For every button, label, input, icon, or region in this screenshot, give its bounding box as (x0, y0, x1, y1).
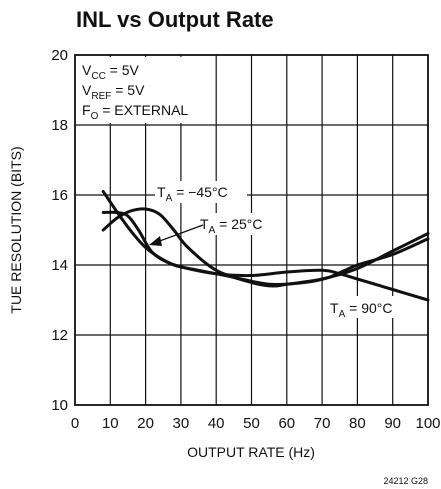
condition-fo: FO = EXTERNAL (82, 102, 188, 122)
series-lines (101, 190, 430, 302)
condition-vref: VREF = 5V (82, 82, 145, 102)
x-axis-label: OUTPUT RATE (Hz) (187, 444, 315, 460)
condition-vcc: VCC = 5V (82, 62, 140, 82)
x-tick-label: 50 (243, 415, 260, 432)
y-tick-label: 14 (51, 257, 68, 274)
series-label-background (327, 296, 407, 318)
plot-frame (74, 54, 429, 406)
x-tick-label: 10 (102, 415, 119, 432)
series-label-minus45c: TA = −45°C (157, 184, 228, 204)
series-label-background (198, 213, 286, 235)
y-tick-label: 20 (51, 47, 68, 64)
chart-title: INL vs Output Rate (76, 7, 274, 32)
x-tick-label: 70 (314, 415, 331, 432)
figure-code: 24212 G28 (383, 476, 428, 486)
x-tick-label: 30 (173, 415, 190, 432)
x-tick-label: 60 (278, 415, 295, 432)
series-line-90c (101, 190, 430, 302)
series-label-25c: TA = 25°C (200, 216, 262, 236)
y-axis-label: TUE RESOLUTION (BITS) (8, 146, 24, 313)
x-tick-label: 100 (415, 415, 440, 432)
series-labels: TA = −45°C TA = 25°C TA = 90°C (149, 181, 407, 320)
x-tick-label: 20 (137, 415, 154, 432)
y-tick-label: 10 (51, 397, 68, 414)
series-label-90c: TA = 90°C (330, 300, 392, 320)
y-tick-label: 12 (51, 327, 68, 344)
series-label-background (155, 181, 247, 203)
y-tick-label: 18 (51, 117, 68, 134)
y-tick-label: 16 (51, 187, 68, 204)
conditions-background (77, 57, 205, 123)
x-tick-label: 0 (71, 415, 79, 432)
label-leader-line (156, 224, 204, 243)
series-line-minus45c (101, 207, 430, 288)
label-arrowhead (149, 236, 162, 246)
x-tick-label: 80 (349, 415, 366, 432)
x-tick-label: 40 (208, 415, 225, 432)
x-tick-label: 90 (384, 415, 401, 432)
